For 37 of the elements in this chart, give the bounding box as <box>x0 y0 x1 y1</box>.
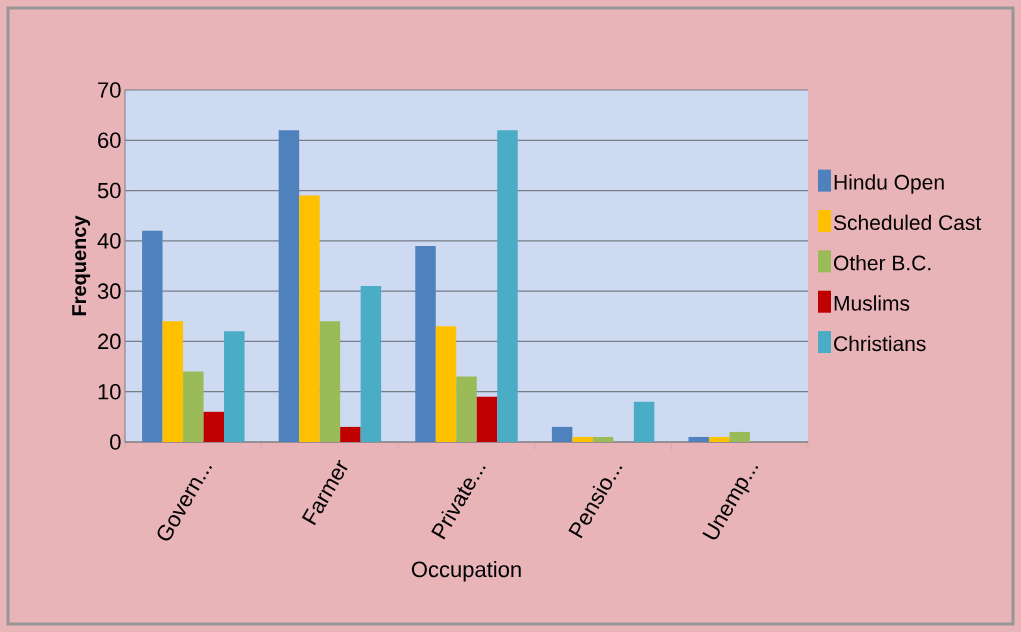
y-tick-label: 20 <box>98 333 121 350</box>
bar <box>299 195 320 442</box>
bar <box>476 396 498 442</box>
y-tick-label: 50 <box>97 182 121 199</box>
y-tick-label: 10 <box>98 383 121 400</box>
bar <box>360 286 382 442</box>
legend-label: Scheduled Cast <box>833 214 982 231</box>
bar <box>592 436 614 442</box>
legend-label: Muslims <box>834 295 910 311</box>
bar <box>162 321 184 442</box>
legend-label: Other B.C. <box>834 255 931 271</box>
bar <box>142 230 163 442</box>
y-tick-label: 30 <box>97 283 121 299</box>
bar <box>278 130 300 442</box>
x-axis-title: Occupation <box>411 561 521 582</box>
bar <box>435 326 457 442</box>
bar <box>572 436 593 442</box>
bar <box>340 426 361 442</box>
bar <box>688 436 709 442</box>
bar <box>708 436 730 442</box>
bar <box>203 411 225 442</box>
bar <box>319 321 341 442</box>
bar <box>456 376 477 442</box>
bar <box>415 245 436 442</box>
legend-label: Christians <box>834 335 926 352</box>
bar <box>224 331 245 442</box>
bar <box>729 431 750 442</box>
legend-label: Hindu Open <box>834 174 944 194</box>
y-tick-label: 60 <box>98 132 121 149</box>
bar <box>183 371 204 442</box>
y-axis-title: Frequency <box>72 215 91 316</box>
y-tick-label: 40 <box>97 233 121 249</box>
bar <box>633 401 655 442</box>
bar <box>551 426 573 442</box>
y-tick-label: 0 <box>110 434 121 450</box>
y-tick-label: 70 <box>98 82 121 98</box>
bar <box>497 130 518 442</box>
